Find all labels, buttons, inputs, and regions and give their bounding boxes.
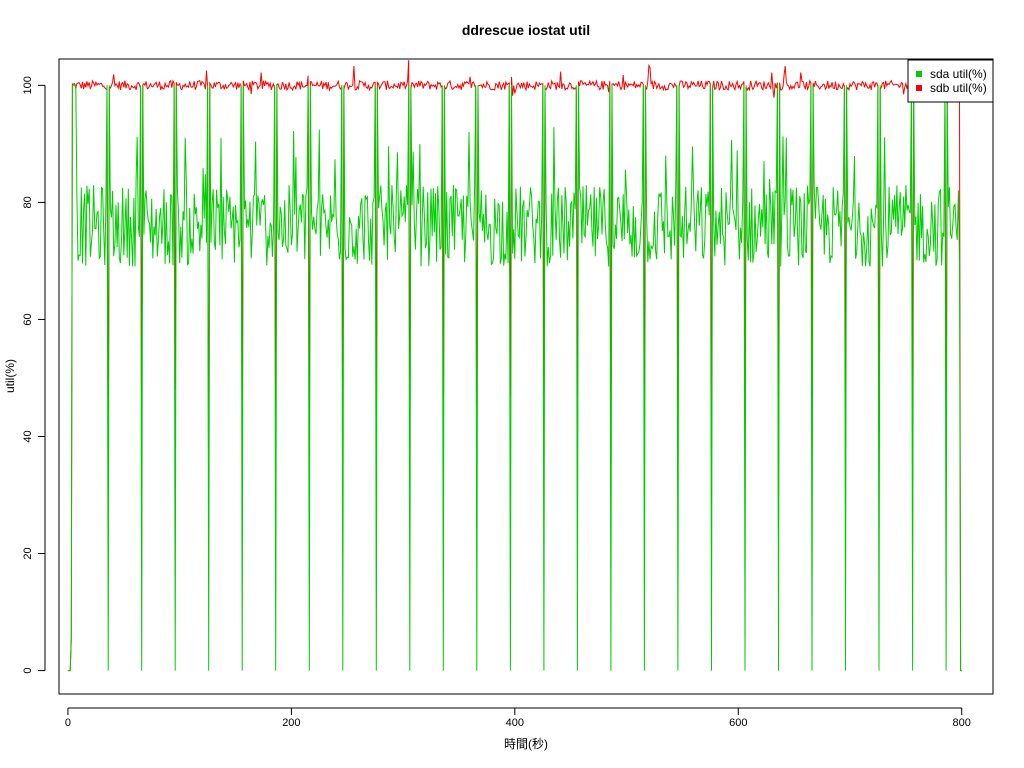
legend-box (907, 59, 994, 103)
y-tick-label: 60 (22, 313, 34, 325)
x-tick-label: 0 (65, 717, 71, 729)
legend-swatch (916, 85, 922, 91)
y-tick-label: 40 (22, 430, 34, 442)
series-line-sda (67, 84, 962, 672)
x-axis-label: 時間(秒) (504, 737, 548, 751)
x-tick-label: 200 (282, 717, 300, 729)
legend-label: sda util(%) (930, 67, 987, 81)
legend-swatch (916, 71, 922, 77)
y-axis-label: util(%) (3, 359, 17, 393)
x-tick-label: 400 (506, 717, 524, 729)
legend-label: sdb util(%) (930, 81, 987, 95)
x-tick-label: 800 (953, 717, 971, 729)
y-tick-label: 80 (22, 196, 34, 208)
plot-lines (67, 60, 962, 672)
series-line-sdb (67, 60, 962, 672)
y-tick-label: 100 (22, 76, 34, 94)
y-tick-label: 20 (22, 547, 34, 559)
x-tick-label: 600 (729, 717, 747, 729)
y-axis: 0 20 40 60 80 100 (22, 76, 46, 674)
legend: sda util(%)sdb util(%) (907, 59, 994, 103)
plot-frame (58, 58, 994, 695)
chart-title: ddrescue iostat util (462, 22, 590, 38)
y-tick-label: 0 (22, 668, 34, 674)
x-axis: 0 200 400 600 800 (65, 707, 971, 729)
